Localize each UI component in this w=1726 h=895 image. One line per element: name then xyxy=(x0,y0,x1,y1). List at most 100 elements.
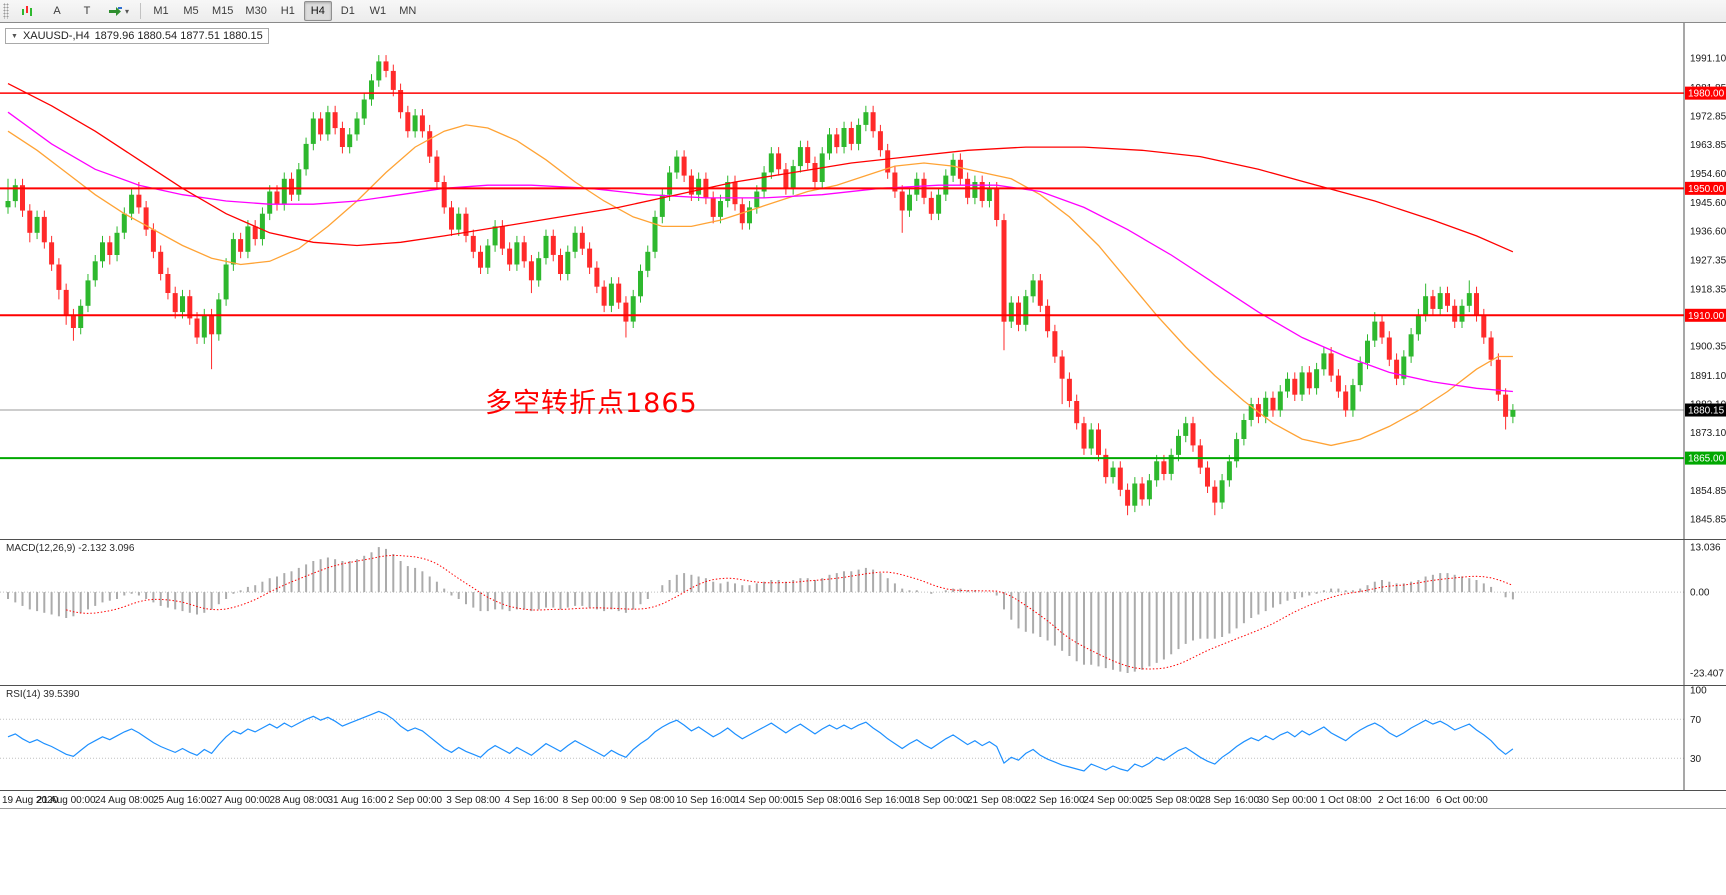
rsi-name: RSI(14) xyxy=(6,689,41,700)
level-badge xyxy=(1685,86,1726,100)
svg-text:1900.35: 1900.35 xyxy=(1690,341,1726,352)
toolbar-button-t-label: T xyxy=(83,5,91,17)
svg-text:1 Oct 08:00: 1 Oct 08:00 xyxy=(1320,795,1372,806)
timeframe-button-m15[interactable]: M15 xyxy=(212,5,234,17)
macd-histogram xyxy=(7,547,1514,673)
macd-values: -2.132 3.096 xyxy=(78,543,135,554)
svg-text:3 Sep 08:00: 3 Sep 08:00 xyxy=(446,795,500,806)
main-chart-canvas[interactable]: 1991.101981.851972.851963.851954.601945.… xyxy=(0,23,1726,539)
toolbar-button-t[interactable]: T xyxy=(73,1,101,21)
svg-text:8 Sep 00:00: 8 Sep 00:00 xyxy=(563,795,617,806)
svg-text:1963.85: 1963.85 xyxy=(1690,140,1726,151)
ma-fast-line xyxy=(7,124,1513,447)
svg-text:19 Aug 2020: 19 Aug 2020 xyxy=(2,795,59,806)
svg-text:1991.10: 1991.10 xyxy=(1690,53,1726,64)
svg-text:15 Sep 08:00: 15 Sep 08:00 xyxy=(792,795,852,806)
level-badge xyxy=(1685,181,1726,195)
svg-text:18 Sep 00:00: 18 Sep 00:00 xyxy=(909,795,969,806)
rsi-canvas[interactable]: 100 70 30 xyxy=(0,686,1726,790)
svg-text:28 Aug 08:00: 28 Aug 08:00 xyxy=(269,795,328,806)
svg-text:1927.35: 1927.35 xyxy=(1690,256,1726,267)
svg-text:9 Sep 08:00: 9 Sep 08:00 xyxy=(621,795,675,806)
svg-text:1945.60: 1945.60 xyxy=(1690,198,1726,209)
svg-text:4 Sep 16:00: 4 Sep 16:00 xyxy=(504,795,558,806)
candles-layer xyxy=(5,55,1516,516)
svg-text:25 Sep 08:00: 25 Sep 08:00 xyxy=(1141,795,1201,806)
svg-text:1880.15: 1880.15 xyxy=(1688,406,1725,417)
ma-slow-line xyxy=(7,83,1514,253)
svg-text:25 Aug 16:00: 25 Aug 16:00 xyxy=(153,795,212,806)
svg-text:22 Sep 16:00: 22 Sep 16:00 xyxy=(1025,795,1085,806)
svg-text:31 Aug 16:00: 31 Aug 16:00 xyxy=(327,795,386,806)
svg-text:1854.85: 1854.85 xyxy=(1690,486,1726,497)
cycle-arrows-icon xyxy=(109,6,122,16)
svg-text:2 Sep 00:00: 2 Sep 00:00 xyxy=(388,795,442,806)
ma-mid-line xyxy=(7,111,1513,393)
svg-text:13.036: 13.036 xyxy=(1690,543,1721,554)
timeframe-button-group: M1 M5 M15 M30 H1 H4 D1 W1 MN xyxy=(146,1,423,21)
timeframe-button-d1[interactable]: D1 xyxy=(340,5,355,17)
chart-text-annotation[interactable]: 多空转折点1865 xyxy=(485,388,698,419)
macd-label: MACD(12,26,9) -2.132 3.096 xyxy=(6,543,134,554)
level-badge xyxy=(1685,308,1726,322)
current-price-badge xyxy=(1685,403,1726,417)
rsi-panel: 100 70 30 RSI(14) 39.5390 xyxy=(0,685,1726,790)
macd-name: MACD(12,26,9) xyxy=(6,543,76,554)
svg-text:30: 30 xyxy=(1690,754,1702,765)
timeframe-button-mn[interactable]: MN xyxy=(399,5,417,17)
svg-text:1980.00: 1980.00 xyxy=(1688,89,1725,100)
macd-signal-line xyxy=(66,554,1514,670)
svg-text:21 Sep 08:00: 21 Sep 08:00 xyxy=(967,795,1027,806)
timeframe-button-m30[interactable]: M30 xyxy=(245,5,267,17)
svg-text:24 Aug 08:00: 24 Aug 08:00 xyxy=(95,795,154,806)
svg-text:1972.85: 1972.85 xyxy=(1690,111,1726,122)
svg-text:21 Aug 00:00: 21 Aug 00:00 xyxy=(37,795,96,806)
svg-text:1918.35: 1918.35 xyxy=(1690,284,1726,295)
svg-text:28 Sep 16:00: 28 Sep 16:00 xyxy=(1200,795,1260,806)
macd-panel: 13.036 0.00 -23.407 MACD(12,26,9) -2.132 3… xyxy=(0,539,1726,685)
rsi-label: RSI(14) 39.5390 xyxy=(6,689,79,700)
svg-text:-23.407: -23.407 xyxy=(1690,668,1724,679)
mini-chart-button[interactable] xyxy=(13,1,41,21)
bottom-empty-area xyxy=(0,808,1726,895)
level-badge xyxy=(1685,451,1726,465)
toolbar-separator xyxy=(140,3,142,19)
main-chart-panel: 1991.101981.851972.851963.851954.601945.… xyxy=(0,23,1726,539)
svg-text:2 Oct 16:00: 2 Oct 16:00 xyxy=(1378,795,1430,806)
cycle-arrows-button[interactable]: ▾ xyxy=(103,1,134,21)
timeframe-button-w1[interactable]: W1 xyxy=(369,5,387,17)
svg-text:1873.10: 1873.10 xyxy=(1690,428,1726,439)
svg-text:1865.00: 1865.00 xyxy=(1688,454,1725,465)
rsi-line xyxy=(7,710,1514,772)
svg-text:6 Oct 00:00: 6 Oct 00:00 xyxy=(1436,795,1488,806)
timeframes-toolbar: A T ▾ M1 M5 M15 M30 H1 H4 D1 W1 MN xyxy=(0,0,1726,23)
ohlc-values: 1879.96 1880.54 1877.51 1880.15 xyxy=(94,29,263,42)
svg-text:0.00: 0.00 xyxy=(1690,588,1710,599)
svg-text:27 Aug 00:00: 27 Aug 00:00 xyxy=(211,795,270,806)
dropdown-caret-icon: ▾ xyxy=(125,6,130,16)
svg-text:30 Sep 00:00: 30 Sep 00:00 xyxy=(1258,795,1318,806)
svg-text:1845.85: 1845.85 xyxy=(1690,514,1726,525)
svg-text:100: 100 xyxy=(1690,686,1707,697)
timeframe-button-h1[interactable]: H1 xyxy=(280,5,295,17)
svg-text:70: 70 xyxy=(1690,715,1702,726)
toolbar-button-a-label: A xyxy=(53,5,61,17)
svg-text:10 Sep 16:00: 10 Sep 16:00 xyxy=(676,795,736,806)
timeframe-button-m5[interactable]: M5 xyxy=(183,5,199,17)
svg-text:14 Sep 00:00: 14 Sep 00:00 xyxy=(734,795,794,806)
macd-canvas[interactable]: 13.036 0.00 -23.407 xyxy=(0,540,1726,685)
symbol-period-label: XAUUSD-,H4 xyxy=(22,29,90,42)
rsi-value: 39.5390 xyxy=(43,689,80,700)
timeframe-button-h4[interactable]: H4 xyxy=(303,1,332,21)
toolbar-grip[interactable] xyxy=(3,3,9,19)
expand-arrow-icon: ▼ xyxy=(11,32,18,40)
ohlc-info-box[interactable]: ▼ XAUUSD-,H4 1879.96 1880.54 1877.51 188… xyxy=(5,28,269,44)
svg-text:1954.60: 1954.60 xyxy=(1690,169,1726,180)
toolbar-button-a[interactable]: A xyxy=(43,1,71,21)
timeframe-button-m1[interactable]: M1 xyxy=(153,5,169,17)
svg-text:24 Sep 00:00: 24 Sep 00:00 xyxy=(1083,795,1143,806)
svg-text:16 Sep 16:00: 16 Sep 16:00 xyxy=(851,795,911,806)
time-axis[interactable]: 19 Aug 2020 21 Aug 00:00 24 Aug 08:00 25 Au… xyxy=(0,790,1726,808)
